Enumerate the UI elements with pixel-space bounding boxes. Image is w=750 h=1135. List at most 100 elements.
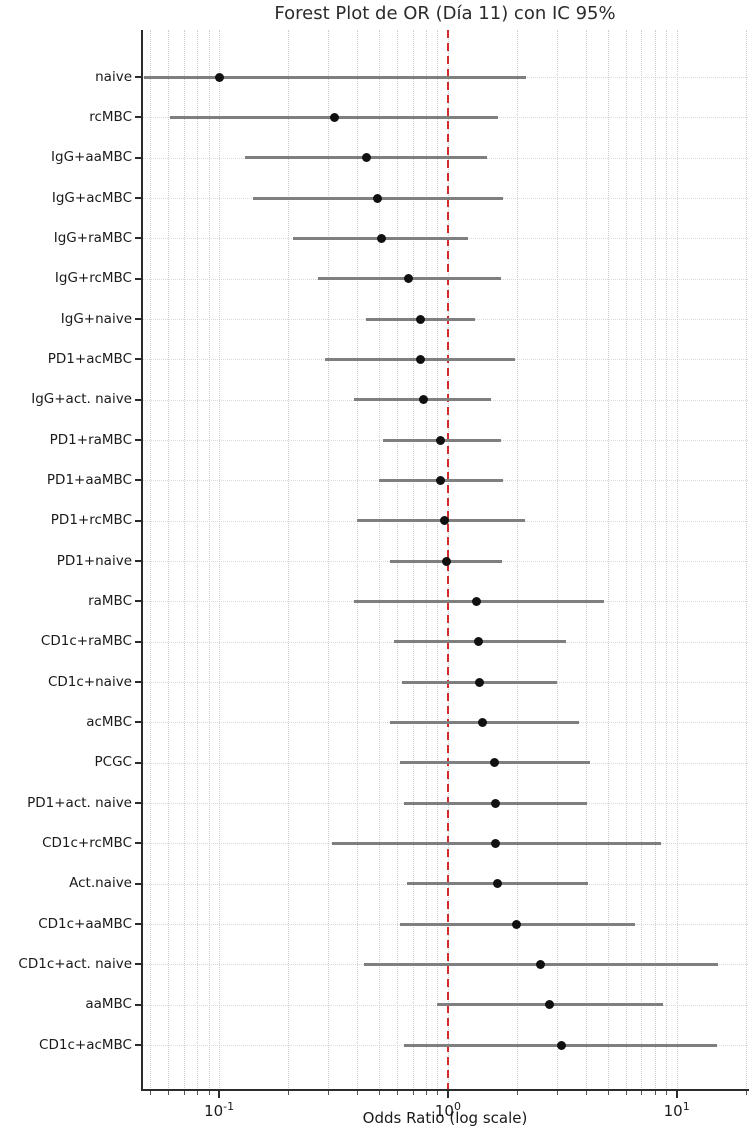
y-tick [135,721,141,724]
x-major-tick [218,1091,221,1098]
x-minor-tick [585,1091,587,1095]
row-label: acMBC [86,713,132,730]
y-tick [135,923,141,925]
x-minor-tick [397,1091,399,1095]
y-tick [135,842,141,845]
vertical-gridline [666,30,668,1090]
y-tick [135,640,141,643]
vertical-gridline [676,30,678,1090]
or-point [440,516,450,526]
or-point [361,153,371,163]
or-point [376,233,386,243]
x-minor-tick [437,1091,439,1095]
row-label: raMBC [88,592,132,609]
x-minor-tick [168,1091,170,1095]
row-label: Act.naive [69,875,132,892]
ci-line [144,75,527,79]
y-tick [135,963,141,966]
y-tick [135,237,141,240]
row-label: rcMBC [89,108,132,125]
row-label: CD1c+act. naive [18,955,132,972]
x-minor-tick [666,1091,668,1095]
y-tick [135,560,141,562]
x-minor-tick [641,1091,643,1095]
or-point [416,314,426,324]
y-tick [135,398,141,401]
row-label: IgG+naive [60,310,132,327]
vertical-gridline [150,30,152,1090]
or-point [545,1000,554,1010]
row-label: IgG+act. naive [31,391,132,408]
y-tick [135,197,141,199]
vertical-gridline [607,30,609,1090]
x-minor-tick [328,1091,330,1095]
row-label: IgG+acMBC [51,189,132,206]
x-minor-tick [557,1091,559,1095]
or-point [471,596,481,606]
vertical-gridline [168,30,170,1090]
or-point [475,677,485,687]
x-minor-tick [379,1091,381,1095]
y-tick [135,479,141,482]
row-label: IgG+rcMBC [54,270,132,287]
or-point [490,758,500,768]
x-minor-tick [356,1091,358,1095]
x-minor-tick [607,1091,609,1095]
vertical-gridline [219,30,221,1090]
row-label: PD1+act. naive [27,794,132,811]
or-point [536,959,546,969]
y-tick [135,1003,141,1006]
vertical-gridline [745,30,747,1090]
x-minor-tick [208,1091,210,1095]
or-point [492,879,502,889]
y-tick [135,439,141,441]
or-point [330,112,340,122]
vertical-gridline [641,30,643,1090]
y-tick [135,277,141,280]
y-axis-spine [141,30,143,1090]
x-minor-tick [745,1091,747,1095]
or-point [442,556,452,566]
y-tick [135,116,141,119]
x-minor-tick [625,1091,627,1095]
vertical-gridline [654,30,656,1090]
or-point [372,193,382,203]
x-minor-tick [288,1091,289,1095]
vertical-gridline [585,30,587,1090]
row-label: CD1c+aaMBC [38,915,132,932]
vertical-gridline [328,30,330,1090]
x-minor-tick [425,1091,427,1095]
x-minor-tick [654,1091,656,1095]
or-point [436,435,446,445]
or-point [490,798,500,808]
y-tick [135,681,141,683]
x-minor-tick [516,1091,518,1095]
x-axis-spine [141,1089,749,1091]
row-label: CD1c+naive [47,673,132,690]
vertical-gridline [183,30,185,1090]
vertical-gridline [356,30,358,1090]
x-tick-label: 10-1 [204,1100,235,1120]
vertical-gridline [625,30,627,1090]
row-label: IgG+aaMBC [51,149,132,166]
vertical-gridline [557,30,559,1090]
or-point [512,919,522,929]
x-axis-title: Odds Ratio (log scale) [362,1109,528,1127]
y-tick [135,600,141,603]
or-point [214,72,224,82]
x-minor-tick [183,1091,185,1095]
vertical-gridline [516,30,518,1090]
or-point [490,838,500,848]
y-tick [135,519,141,522]
row-label: PCGC [94,754,132,771]
vertical-gridline [379,30,381,1090]
row-label: PD1+naive [56,552,132,569]
vertical-gridline [208,30,210,1090]
or-point [403,274,413,284]
row-label: CD1c+acMBC [39,1036,132,1053]
or-point [416,354,426,364]
y-tick [135,156,141,159]
x-major-tick [675,1091,678,1098]
x-major-tick [446,1091,449,1098]
